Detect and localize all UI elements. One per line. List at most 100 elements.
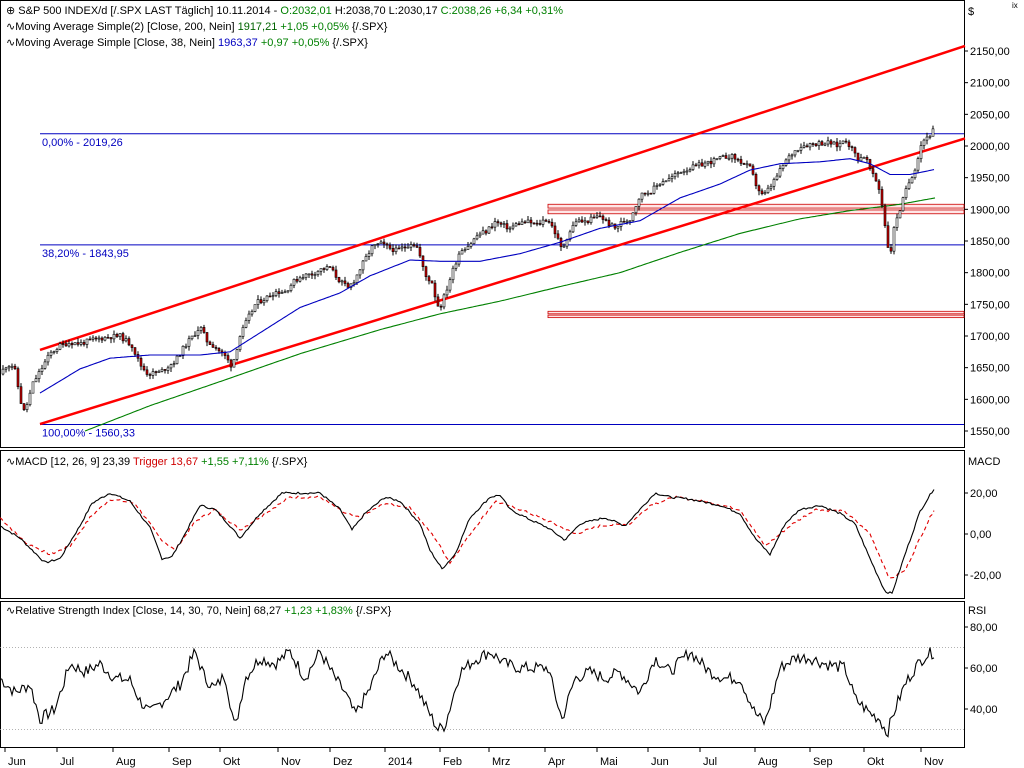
candle-body [661, 181, 665, 185]
candle-body [151, 371, 155, 376]
candle-body [742, 163, 746, 165]
candle-body [514, 223, 518, 227]
candle-body [643, 192, 647, 195]
candle-body [232, 358, 236, 368]
trend-channel[interactable] [39, 44, 966, 426]
candle-body [421, 255, 425, 267]
price-candles[interactable] [1, 125, 935, 413]
candle-body [931, 128, 935, 137]
candle-body [4, 367, 8, 370]
candle-body [319, 268, 323, 272]
candle-body [454, 263, 458, 269]
candle-body [289, 284, 293, 291]
candle-body [676, 172, 680, 175]
candle-body [787, 155, 791, 161]
y-tick-label: 1900,00 [970, 204, 1010, 216]
candle-body [490, 226, 494, 229]
candle-body [826, 140, 830, 145]
candle-body [589, 216, 593, 223]
x-tick-label: Nov [281, 756, 301, 768]
candle-body [433, 282, 437, 298]
candle-body [307, 273, 311, 276]
candle-body [685, 170, 689, 173]
candle-body [745, 163, 749, 166]
x-tick-label: Jul [60, 756, 74, 768]
candle-body [463, 249, 467, 251]
candle-body [646, 192, 650, 195]
candle-body [10, 365, 14, 368]
candle-body [580, 219, 584, 223]
candle-body [97, 337, 101, 340]
y-tick-label: 1800,00 [970, 268, 1010, 280]
candle-body [376, 243, 380, 245]
candle-body [166, 367, 170, 371]
candle-body [571, 224, 575, 233]
candle-body [469, 243, 473, 247]
candle-body [367, 253, 371, 257]
candle-body [394, 247, 398, 252]
candle-body [382, 241, 386, 245]
candle-body [73, 342, 77, 346]
candle-body [265, 295, 269, 301]
candle-body [328, 266, 332, 268]
candle-body [541, 219, 545, 225]
candle-body [115, 333, 119, 337]
candle-body [133, 347, 137, 355]
x-tick-label: 2014 [388, 756, 412, 768]
candle-body [550, 221, 554, 227]
y-tick-label: 1550,00 [970, 426, 1010, 438]
candle-body [100, 337, 104, 341]
candle-body [295, 278, 299, 282]
candle-body [358, 269, 362, 276]
candle-body [637, 198, 641, 207]
candle-body [352, 282, 356, 285]
candle-body [124, 338, 128, 342]
indicator-icon: ∿ [6, 21, 15, 33]
support-zone [547, 209, 965, 215]
candle-body [418, 247, 422, 257]
candle-body [373, 244, 377, 247]
candle-body [235, 349, 239, 360]
candle-body [724, 155, 728, 159]
candle-body [112, 333, 116, 340]
candle-body [865, 157, 869, 160]
candle-body [55, 349, 59, 352]
y-tick-label: 2100,00 [970, 78, 1010, 90]
candle-body [256, 299, 260, 305]
candle-body [400, 246, 404, 249]
candle-body [703, 162, 707, 167]
candle-body [691, 164, 695, 170]
candle-body [208, 341, 212, 345]
candle-body [499, 222, 503, 225]
macd-axis-label: MACD [968, 456, 1000, 468]
candle-body [187, 338, 191, 347]
candle-body [271, 295, 275, 297]
candle-body [331, 267, 335, 271]
candle-body [805, 145, 809, 148]
x-tick-label: Mrz [492, 756, 510, 768]
candle-body [907, 182, 911, 189]
candle-body [562, 245, 566, 248]
candle-body [820, 141, 824, 146]
candle-body [370, 245, 374, 255]
candle-body [532, 222, 536, 225]
candle-body [835, 141, 839, 148]
candle-body [925, 136, 929, 141]
candle-body [784, 159, 788, 166]
rsi-y-axis: 80,00 60,00 40,00 [964, 622, 998, 716]
rsi-series[interactable] [0, 647, 935, 738]
candle-body [811, 143, 815, 145]
candle-body [70, 343, 74, 346]
rsi-axis-label: RSI [968, 605, 986, 617]
ohlc-icon: ⊕ [6, 5, 18, 17]
candle-body [727, 157, 731, 160]
candle-body [217, 348, 221, 352]
x-tick-label: Aug [758, 756, 778, 768]
candle-body [253, 304, 257, 312]
macd-line [0, 489, 935, 595]
x-axis: Jun Jul Aug Sep Okt Nov Dez 2014 Feb Mrz Apr Mai Jun… [4, 747, 944, 768]
macd-series[interactable] [0, 489, 935, 595]
candle-body [277, 291, 281, 294]
candle-body [346, 283, 350, 288]
